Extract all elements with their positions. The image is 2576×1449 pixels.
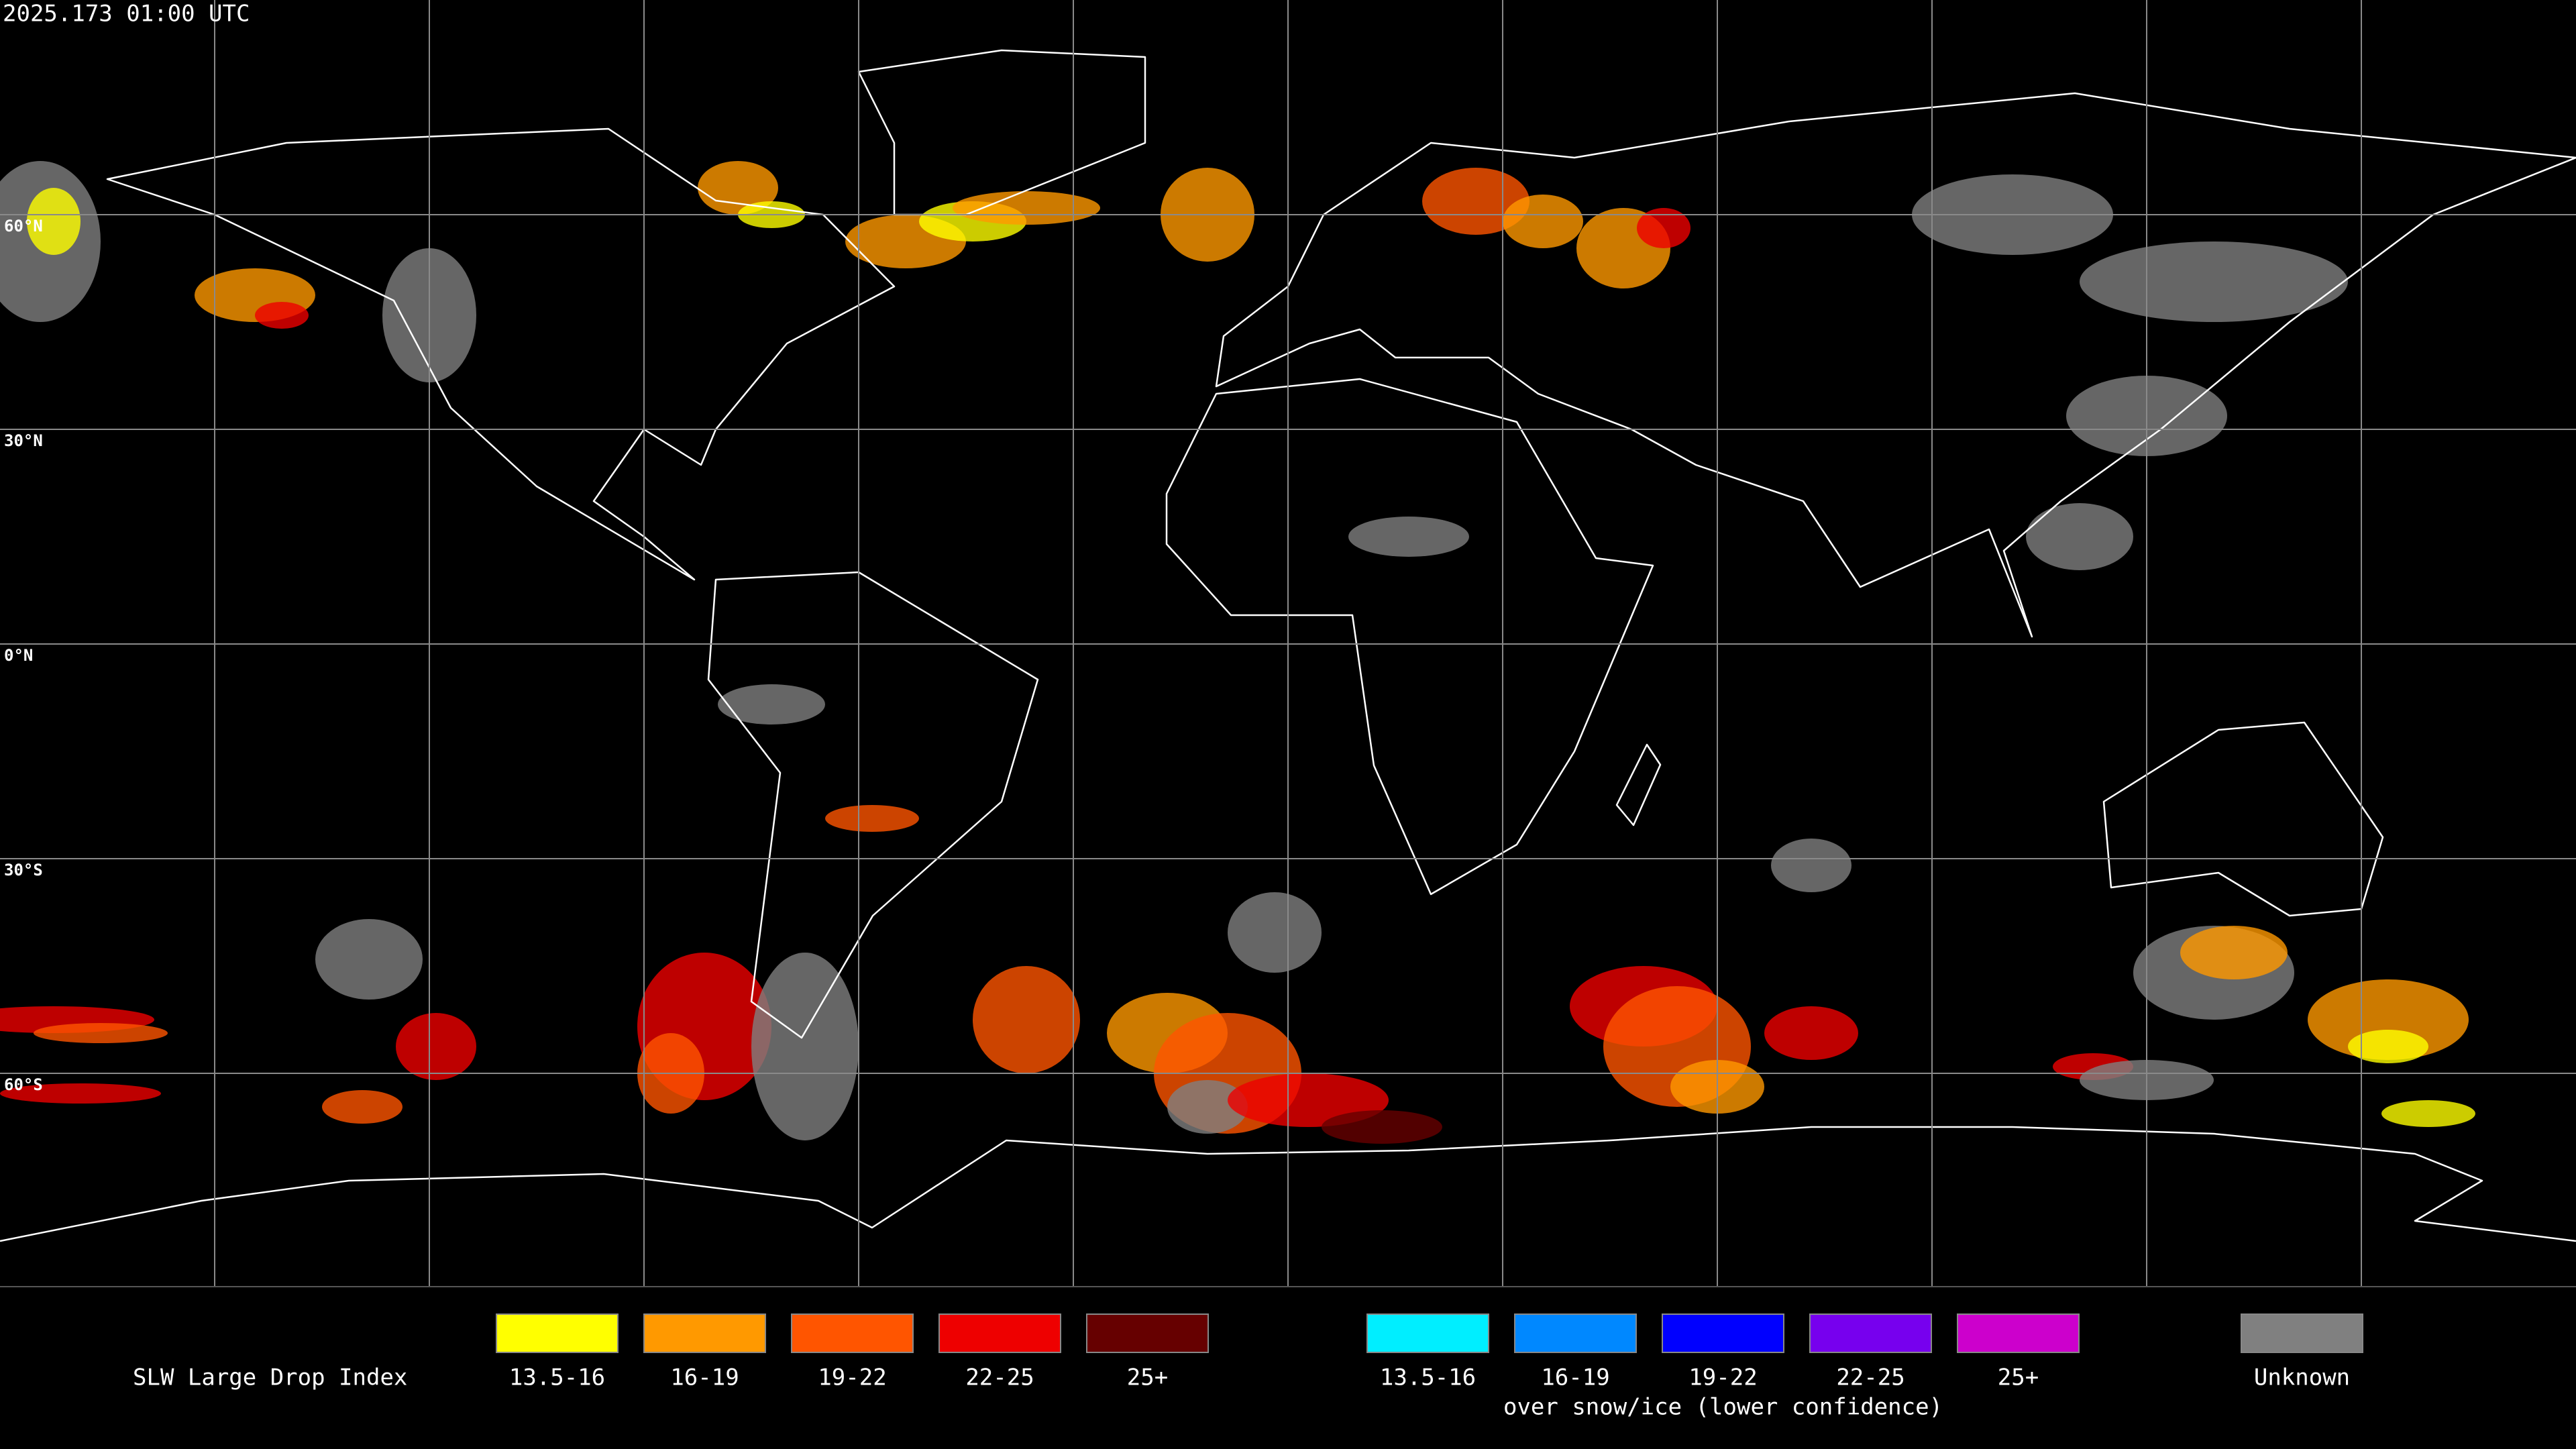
cloud-patch (322, 1090, 402, 1124)
antarctica-outline (0, 1126, 2576, 1242)
cloud-patch (34, 1023, 168, 1043)
legend-swatch (2241, 1313, 2363, 1353)
legend-swatch (791, 1313, 914, 1353)
cloud-patch (1771, 839, 1851, 892)
legend-caption: over snow/ice (lower confidence) (1503, 1394, 1943, 1421)
latitude-label: 30°S (4, 861, 43, 879)
legend: 13.5-16 16-19 19-22 22-25 25+ 13.5-16 16-19 19-… (496, 1313, 2363, 1421)
legend-swatch (1086, 1313, 1209, 1353)
south-america-outline (707, 571, 1039, 1039)
cloud-patch (2381, 1100, 2475, 1127)
africa-outline (1165, 378, 1654, 896)
cloud-patch (2080, 241, 2348, 322)
legend-swatch (938, 1313, 1061, 1353)
legend-label: 22-25 (1836, 1364, 1904, 1391)
latitude-label: 0°N (4, 646, 33, 665)
cloud-patch (1322, 1110, 1442, 1144)
cloud-patch (27, 188, 80, 255)
cloud-patch (1637, 208, 1690, 248)
cloud-patch (1228, 892, 1322, 973)
legend-panel (0, 1287, 2576, 1449)
latitude-label: 60°S (4, 1075, 43, 1094)
timestamp: 2025.173 01:00 UTC (3, 1, 250, 28)
legend-label: 16-19 (670, 1364, 739, 1391)
cloud-patch (315, 919, 423, 1000)
legend-swatch (1366, 1313, 1489, 1353)
cloud-patch (0, 1083, 161, 1104)
legend-label: 16-19 (1541, 1364, 1609, 1391)
legend-label: 22-25 (965, 1364, 1034, 1391)
legend-title: SLW Large Drop Index (133, 1364, 407, 1391)
graticule (0, 0, 2576, 1287)
cloud-patch (751, 953, 859, 1140)
cloud-patch (1348, 517, 1469, 557)
legend-swatch (1514, 1313, 1637, 1353)
legend-label: 25+ (1998, 1364, 2039, 1391)
eurasia-outline (1215, 92, 2576, 638)
north-america-outline (106, 127, 896, 581)
legend-swatch (1957, 1313, 2080, 1353)
cloud-patch (1503, 195, 1583, 248)
cloud-patch (2180, 926, 2288, 979)
cloud-patch (2026, 503, 2133, 570)
legend-label: 19-22 (1688, 1364, 1757, 1391)
legend-swatch (496, 1313, 619, 1353)
cloud-patch (255, 302, 309, 329)
cloud-patch (396, 1013, 476, 1080)
legend-label: Unknown (2254, 1364, 2350, 1391)
legend-label: 13.5-16 (509, 1364, 605, 1391)
cloud-patch (2308, 979, 2469, 1060)
legend-label: 19-22 (818, 1364, 886, 1391)
legend-swatch (1662, 1313, 1784, 1353)
legend-swatch (643, 1313, 766, 1353)
cloud-patch (1167, 1080, 1248, 1134)
legend-label: 25+ (1127, 1364, 1168, 1391)
madagascar-outline (1615, 743, 1662, 826)
latitude-labels: 60°N 30°N 0°N 30°S 60°S (4, 217, 43, 1094)
cloud-patch (718, 684, 825, 724)
cloud-patch (973, 966, 1080, 1073)
cloud-patch (2348, 1030, 2428, 1063)
latitude-label: 60°N (4, 217, 43, 235)
legend-swatch (1809, 1313, 1932, 1353)
cloud-patch (953, 191, 1100, 225)
latitude-label: 30°N (4, 431, 43, 450)
cloud-patch (825, 805, 919, 832)
legend-label: 13.5-16 (1380, 1364, 1476, 1391)
cloud-patch (1764, 1006, 1858, 1060)
